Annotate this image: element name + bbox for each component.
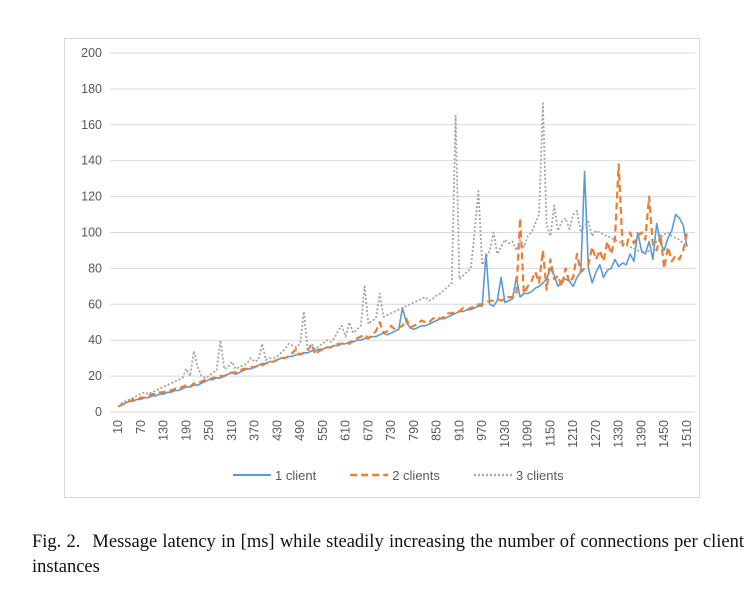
gridlines <box>110 52 695 413</box>
x-tick-label: 1150 <box>543 420 557 447</box>
series-line-1-client <box>117 170 688 408</box>
y-tick-label: 200 <box>81 46 102 60</box>
caption-text: Message latency in [ms] while steadily i… <box>32 532 744 577</box>
x-tick-label: 1270 <box>589 420 603 448</box>
x-tick-label: 70 <box>134 420 148 434</box>
series-line-2-clients <box>117 163 689 408</box>
y-axis-ticks: 0 20 40 60 80 100 120 140 160 180 200 <box>81 46 102 419</box>
x-tick-label: 370 <box>248 420 262 441</box>
y-tick-label: 20 <box>88 369 102 383</box>
x-tick-label: 850 <box>430 420 444 441</box>
x-tick-label: 790 <box>407 420 421 441</box>
x-tick-label: 190 <box>179 420 193 441</box>
x-tick-label: 10 <box>111 420 125 434</box>
y-tick-label: 120 <box>81 190 102 204</box>
x-tick-label: 1450 <box>657 420 671 448</box>
caption-label: Fig. 2. <box>32 532 81 552</box>
y-tick-label: 40 <box>88 333 102 347</box>
x-tick-label: 1090 <box>521 420 535 448</box>
x-tick-label: 610 <box>339 420 353 441</box>
y-tick-label: 140 <box>81 154 102 168</box>
y-tick-label: 60 <box>88 297 102 311</box>
legend: 1 client 2 clients 3 clients <box>233 468 564 483</box>
legend-label-3-clients: 3 clients <box>516 468 564 483</box>
x-tick-label: 1510 <box>680 420 694 448</box>
x-tick-label: 970 <box>475 420 489 441</box>
figure-caption: Fig. 2. Message latency in [ms] while ste… <box>32 530 744 580</box>
x-tick-label: 1330 <box>612 420 626 448</box>
x-tick-label: 250 <box>202 420 216 441</box>
x-tick-label: 670 <box>361 420 375 441</box>
legend-label-2-clients: 2 clients <box>392 468 440 483</box>
x-tick-label: 730 <box>384 420 398 441</box>
legend-label-1-client: 1 client <box>275 468 317 483</box>
y-tick-label: 80 <box>88 261 102 275</box>
x-tick-label: 550 <box>316 420 330 441</box>
y-tick-label: 180 <box>81 82 102 96</box>
y-tick-label: 100 <box>81 226 102 240</box>
series-lines <box>117 102 689 408</box>
x-tick-label: 310 <box>225 420 239 441</box>
latency-line-chart: 0 20 40 60 80 100 120 140 160 180 200 10 70 130 190 25… <box>81 46 695 483</box>
y-tick-label: 160 <box>81 118 102 132</box>
x-tick-label: 1030 <box>498 420 512 448</box>
x-tick-label: 1390 <box>634 420 648 448</box>
x-tick-label: 430 <box>270 420 284 441</box>
x-axis-ticks: 10 70 130 190 250 310 370 430 490 550 610 670 730 790… <box>111 420 694 448</box>
y-tick-label: 0 <box>95 405 102 419</box>
x-tick-label: 130 <box>157 420 171 441</box>
x-tick-label: 910 <box>452 420 466 441</box>
series-line-3-clients <box>117 102 688 408</box>
x-tick-label: 490 <box>293 420 307 441</box>
x-tick-label: 1210 <box>566 420 580 448</box>
chart-figure: 0 20 40 60 80 100 120 140 160 180 200 10 70 130 190 25… <box>64 38 700 498</box>
